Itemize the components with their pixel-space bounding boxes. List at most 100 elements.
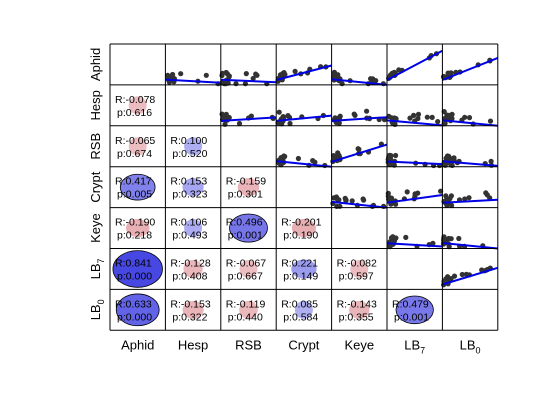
correlation-ellipse: [182, 300, 204, 319]
scatter-point: [226, 115, 232, 121]
y-variable-label: Aphid: [88, 48, 103, 81]
scatter-point: [331, 71, 338, 77]
scatter-point: [424, 114, 430, 120]
correlation-r-label: R:0.085: [281, 298, 318, 310]
correlation-ellipse: [349, 300, 370, 319]
correlation-p-label: p:0.001: [394, 311, 429, 323]
fit-line: [442, 198, 498, 204]
y-variable-label: LB0: [88, 299, 106, 320]
x-variable-label: RSB: [235, 337, 262, 352]
scatter-point: [442, 278, 448, 284]
scatter-point: [446, 235, 452, 242]
scatter-point: [487, 118, 494, 124]
scatter-point: [387, 152, 393, 158]
fit-line: [220, 78, 277, 84]
scatter-point: [429, 114, 435, 120]
correlation-r-label: R:-0.067: [226, 258, 266, 270]
correlation-p-label: p:0.005: [117, 189, 152, 201]
fit-line: [220, 116, 277, 122]
scatter-point: [387, 161, 393, 168]
correlation-ellipse: [294, 300, 313, 319]
correlation-p-label: p:0.584: [283, 311, 318, 323]
correlation-ellipse: [291, 259, 317, 279]
scatter-point: [403, 234, 409, 240]
correlation-ellipse: [128, 137, 147, 156]
scatter-point: [488, 158, 494, 164]
correlation-ellipse: [183, 259, 203, 278]
x-variable-label: Hesp: [178, 337, 208, 352]
x-variable-label: LB0: [460, 337, 481, 355]
y-variable-label: Crypt: [88, 171, 103, 202]
correlation-ellipse: [115, 293, 160, 327]
scatter-point: [243, 71, 249, 77]
scatter-point: [466, 195, 472, 201]
scatter-point: [337, 113, 343, 119]
correlation-p-label: p:0.190: [283, 230, 318, 242]
correlation-r-label: R:-0.119: [226, 298, 266, 310]
correlation-p-label: p:0.493: [172, 230, 207, 242]
correlation-p-label: p:0.322: [172, 311, 207, 323]
scatter-point: [430, 240, 436, 246]
scatter-point: [462, 196, 468, 202]
scatter-point: [441, 109, 447, 115]
scatter-point: [404, 189, 410, 195]
correlation-p-label: p:0.149: [283, 271, 318, 283]
scatter-point: [387, 244, 393, 250]
scatter-point: [459, 271, 465, 278]
scatter-point: [407, 115, 413, 121]
x-variable-label: Keye: [344, 337, 374, 352]
correlation-r-label: R:0.633: [115, 298, 152, 310]
fit-line: [165, 78, 221, 84]
correlation-r-label: R:-0.159: [226, 176, 266, 188]
correlation-r-label: R:0.153: [170, 176, 207, 188]
scatter-point: [393, 116, 399, 122]
y-variable-label: RSB: [88, 133, 103, 160]
correlation-p-label: p:0.597: [339, 271, 374, 283]
correlation-ellipse: [182, 178, 204, 197]
correlation-p-label: p:0.520: [172, 148, 207, 160]
scatter-point: [393, 152, 399, 159]
fit-line: [442, 266, 499, 286]
y-variable-label: Hesp: [88, 90, 103, 120]
scatter-point: [224, 71, 231, 77]
correlation-ellipse: [291, 219, 317, 238]
correlation-ellipse: [125, 219, 150, 238]
correlation-ellipse: [239, 259, 258, 278]
correlation-r-label: R:-0.065: [115, 135, 155, 147]
scatter-point: [221, 81, 227, 87]
correlation-p-label: p:0.000: [117, 271, 152, 283]
scatter-point: [203, 72, 209, 78]
scatter-point: [484, 192, 490, 198]
correlation-r-label: R:-0.190: [115, 217, 155, 229]
correlation-r-label: R:0.221: [281, 258, 318, 270]
correlation-r-label: R:0.841: [115, 258, 152, 270]
scatter-point: [276, 109, 282, 115]
correlation-r-label: R:-0.153: [170, 298, 210, 310]
correlation-ellipses: [112, 96, 434, 327]
scatter-point: [448, 276, 454, 282]
scatter-point: [385, 190, 391, 196]
x-variable-label: Crypt: [288, 337, 319, 352]
correlation-r-label: R:0.417: [115, 176, 152, 188]
fit-line: [386, 160, 443, 166]
scatter-point: [170, 71, 176, 78]
scatter-point: [449, 111, 455, 117]
fit-line: [442, 242, 498, 250]
scatter-point: [396, 67, 402, 73]
scatter-point: [287, 120, 293, 127]
correlation-r-label: R:0.496: [226, 217, 263, 229]
correlation-ellipse: [184, 137, 203, 156]
correlation-r-label: R:-0.201: [281, 217, 321, 229]
scatter-point: [279, 121, 285, 127]
correlation-p-label: p:0.408: [172, 271, 207, 283]
correlation-ellipse: [350, 259, 369, 278]
correlation-r-label: R:-0.143: [337, 298, 377, 310]
correlation-r-label: R:-0.128: [170, 258, 210, 270]
fit-line: [331, 200, 388, 209]
fit-line: [331, 143, 388, 163]
scatter-point: [390, 234, 396, 240]
scatter-point: [349, 198, 355, 204]
variable-labels: Aphid Aphid Hesp Hesp RSB RSB Crypt Crypt Keye Ke…: [88, 48, 481, 355]
correlation-ellipse: [395, 295, 434, 325]
